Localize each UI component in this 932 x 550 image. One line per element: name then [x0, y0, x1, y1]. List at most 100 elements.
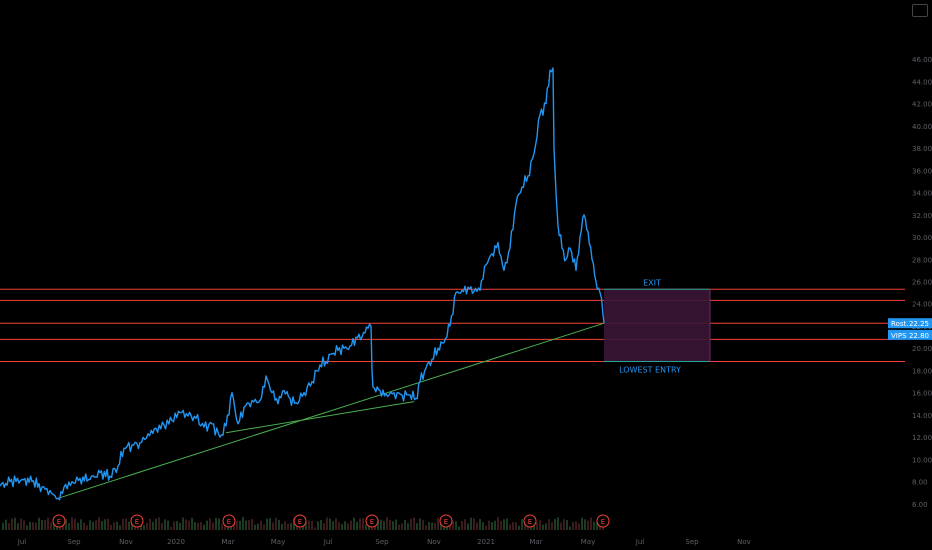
y-tick-label: 14.00	[912, 412, 932, 420]
volume-bar	[491, 522, 493, 530]
volume-bar	[107, 518, 109, 530]
x-tick-label: Jul	[323, 538, 333, 546]
x-tick-label: Jul	[635, 538, 645, 546]
volume-bar	[83, 522, 85, 530]
volume-bar	[287, 523, 289, 530]
volume-bar	[251, 519, 253, 530]
earnings-marker-label: E	[601, 518, 605, 526]
y-tick-label: 6.00	[912, 501, 928, 509]
price-label-value: 22.80	[909, 332, 929, 340]
chart-settings-button[interactable]	[912, 4, 928, 17]
volume-bar	[215, 517, 217, 530]
volume-bar	[359, 518, 361, 530]
earnings-marker	[523, 514, 537, 528]
volume-bar	[422, 519, 424, 530]
price-label-value: 22.25	[909, 320, 929, 328]
volume-bar	[320, 520, 322, 530]
volume-bar	[389, 520, 391, 530]
volume-bar	[407, 523, 409, 530]
volume-bar	[38, 517, 40, 530]
volume-bar	[455, 521, 457, 530]
volume-bar	[164, 519, 166, 530]
volume-bar	[263, 524, 265, 530]
volume-bar	[257, 523, 259, 530]
volume-bar	[587, 520, 589, 530]
volume-bar	[551, 522, 553, 530]
volume-bar	[353, 517, 355, 530]
volume-bar	[149, 518, 151, 530]
volume-bar	[500, 520, 502, 530]
volume-bar	[317, 521, 319, 530]
y-tick-label: 28.00	[912, 256, 932, 264]
volume-bar	[557, 517, 559, 530]
volume-bar	[32, 522, 34, 530]
y-tick-label: 18.00	[912, 367, 932, 375]
volume-bar	[35, 522, 37, 530]
volume-bar	[200, 522, 202, 530]
x-tick-label: Nov	[119, 538, 133, 546]
volume-bar	[98, 517, 100, 530]
volume-bar	[356, 521, 358, 530]
earnings-marker	[439, 514, 453, 528]
trendline	[57, 322, 605, 499]
x-axis: Jul Sep Nov 2020 Mar May Jul Sep Nov 2021 Mar May Ju…	[17, 538, 751, 546]
x-tick-label: May	[271, 538, 285, 546]
volume-bar	[284, 521, 286, 530]
volume-bar	[509, 524, 511, 530]
volume-bar	[485, 525, 487, 530]
volume-bar	[476, 522, 478, 530]
volume-bar	[182, 517, 184, 530]
volume-bar	[380, 519, 382, 530]
y-tick-label: 46.00	[912, 56, 932, 64]
volume-bar	[344, 521, 346, 530]
earnings-marker-label: E	[444, 518, 448, 526]
volume-bar	[179, 522, 181, 530]
volume-bar	[554, 519, 556, 530]
earnings-marker-label: E	[57, 518, 61, 526]
volume-bar	[503, 519, 505, 530]
volume-bar	[272, 522, 274, 530]
volume-bar	[413, 517, 415, 530]
volume-bar	[86, 525, 88, 530]
volume-bar	[332, 521, 334, 530]
volume-bar	[581, 517, 583, 530]
volume-bar	[161, 522, 163, 530]
volume-bar	[125, 518, 127, 530]
volume-bar	[308, 520, 310, 530]
volume-bar	[191, 517, 193, 530]
x-tick-label: Sep	[67, 538, 81, 546]
x-tick-label: Mar	[529, 538, 542, 546]
earnings-marker	[293, 514, 307, 528]
y-tick-label: 40.00	[912, 123, 932, 131]
volume-bar	[23, 520, 25, 530]
volume-bar	[239, 520, 241, 530]
annotations: EXIT LOWEST ENTRY	[619, 279, 681, 375]
volume-bar	[176, 521, 178, 530]
volume-bar	[590, 517, 592, 530]
volume-bar	[197, 522, 199, 530]
volume-bar	[53, 521, 55, 530]
volume-bar	[470, 517, 472, 530]
volume-bar	[350, 520, 352, 530]
volume-bar	[143, 525, 145, 530]
volume-bar	[101, 521, 103, 530]
volume-bar	[572, 522, 574, 530]
trade-zone	[604, 288, 711, 363]
volume-bar	[410, 518, 412, 530]
x-tick-label: Nov	[427, 538, 441, 546]
volume-bar	[167, 520, 169, 530]
x-tick-label: 2021	[477, 538, 495, 546]
volume-bar	[11, 518, 13, 530]
price-label-name: Rost.	[891, 320, 908, 328]
volume-bar	[128, 521, 130, 530]
volume-bar	[362, 518, 364, 530]
earnings-marker-label: E	[370, 518, 374, 526]
volume-bar	[29, 521, 31, 530]
volume-bar	[185, 519, 187, 530]
volume-bar	[266, 518, 268, 530]
volume-bar	[152, 521, 154, 530]
volume-bar	[245, 520, 247, 530]
volume-bar	[386, 517, 388, 530]
